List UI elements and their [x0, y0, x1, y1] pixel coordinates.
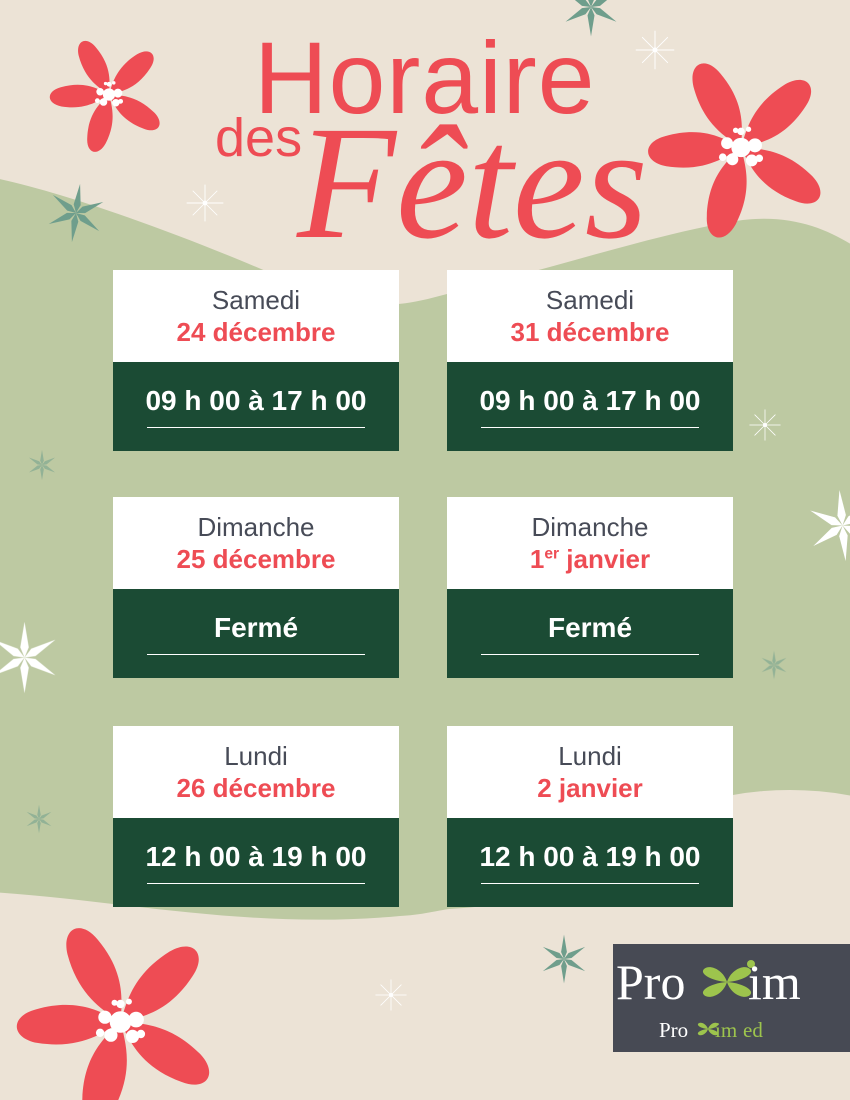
svg-text:ed: ed [743, 1018, 763, 1042]
svg-text:im: im [748, 954, 801, 1010]
svg-text:Pro: Pro [616, 954, 685, 1010]
svg-text:Pro: Pro [659, 1018, 688, 1042]
svg-text:im: im [715, 1018, 737, 1042]
